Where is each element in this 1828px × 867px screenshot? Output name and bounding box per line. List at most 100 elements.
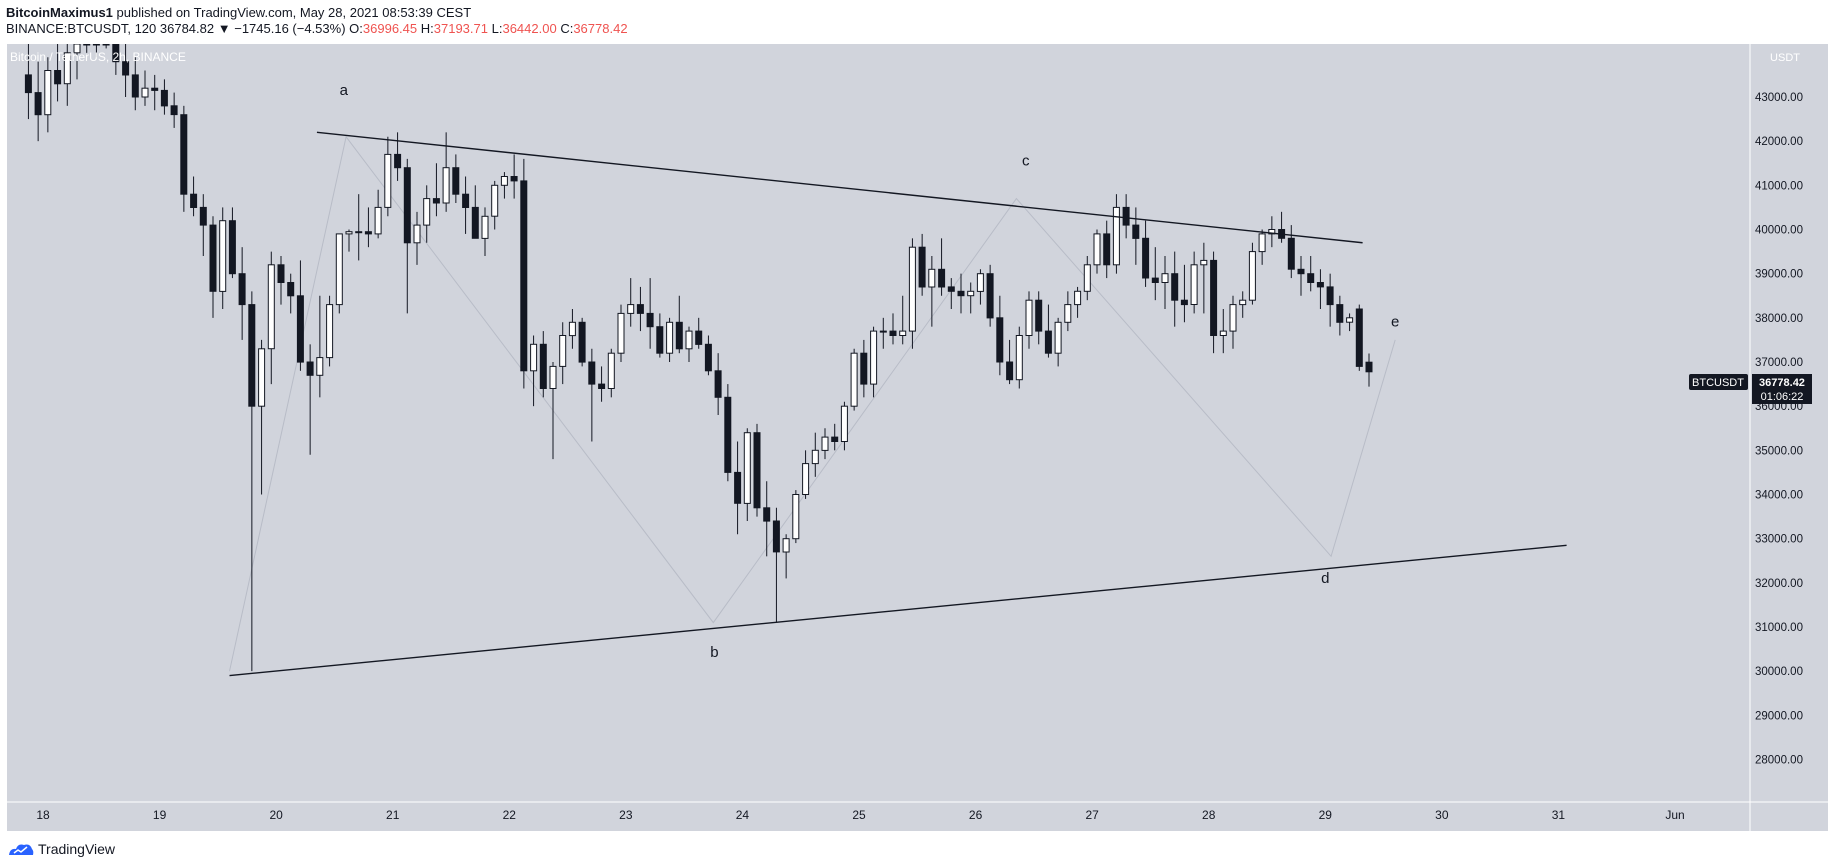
candle [1268,216,1276,248]
candle [578,317,586,367]
candle-body [287,282,295,297]
candle-body [860,352,868,385]
time-tick-label: 23 [619,808,633,822]
candle-body [1006,361,1014,381]
candle [170,92,178,128]
candle-body [675,321,683,350]
candle [1103,220,1111,279]
candle-body [326,304,334,359]
candle-body [646,312,654,328]
publisher-name[interactable]: BitcoinMaximus1 [6,5,113,20]
candle-body [92,43,100,46]
candle-body [559,335,567,367]
time-tick-label: 18 [36,808,50,822]
candle-body [1316,282,1324,288]
candle [423,185,431,243]
candle-body [1103,233,1111,266]
candle [1287,225,1295,279]
countdown-text: 01:06:22 [1761,391,1804,403]
candle-body [1307,273,1315,283]
candle [190,176,198,217]
candle-body [345,231,353,235]
candle-body [1083,264,1091,292]
candle [656,313,664,358]
candle [782,534,790,579]
candle [1190,251,1198,314]
candle-body [1210,259,1218,336]
candle [772,507,780,623]
candle [44,57,52,133]
candle [685,326,693,362]
candle-body [578,321,586,363]
candle-body [384,153,392,208]
price-chart[interactable]: a b c d e 28000.00 29000.00 30000.00 31000.00 32… [0,43,1828,831]
candle [481,207,489,256]
candle [598,366,606,402]
candle [306,344,314,455]
tradingview-logo-icon [9,844,34,855]
trendline-upper[interactable] [316,131,1363,244]
candle-body [1365,361,1373,373]
candle-body [34,92,42,116]
candle-body [481,215,489,239]
candle [432,163,440,217]
price-axis-background[interactable] [1750,44,1828,802]
ohlc-line: BINANCE:BTCUSDT, 120 36784.82 ▼ −1745.16… [6,21,628,37]
price-tick-label: 33000.00 [1755,534,1803,546]
candle-body [151,87,159,91]
candle-body [976,273,984,292]
candle-body [432,198,440,204]
candle [1336,295,1344,336]
candle [160,79,168,115]
candle [1316,269,1324,309]
candle-body [1200,259,1208,266]
candle [364,207,372,248]
candle-body [160,89,168,107]
candle-body [1161,273,1169,283]
candle-body [588,361,596,385]
candle-body [840,405,848,443]
candle [870,326,878,398]
candle-body [996,317,1004,363]
price-tick-label: 29000.00 [1755,710,1803,722]
low-label: L: [491,21,503,36]
candle-body [530,343,538,372]
candle-body [131,74,139,98]
candle-body [568,321,576,337]
candle-body [491,184,499,217]
symbol-badge-text: BTCUSDT [1692,377,1744,389]
candle [938,238,946,296]
chart-header: BitcoinMaximus1 published on TradingView… [0,0,1828,44]
candle [1132,207,1140,265]
wave-label-b: b [710,644,718,661]
time-tick-label: 30 [1435,808,1449,822]
candle-body [24,74,32,94]
last-price-badge [1752,374,1812,404]
candle [1346,313,1354,332]
candle [471,185,479,239]
candle-body [879,330,887,333]
candle [831,423,839,451]
candle-body [607,352,615,390]
candle [1122,194,1130,239]
candle [947,278,955,309]
candle [510,154,518,199]
trendline-lower[interactable] [229,544,1567,677]
candle [646,278,654,349]
legend-title: Bitcoin / TetherUS, 2h, BINANCE [10,50,186,64]
candle-body [1171,273,1179,301]
tradingview-brand[interactable]: TradingView [8,841,115,857]
candle-body [685,330,693,350]
candle-body [957,290,965,297]
candle-body [394,153,402,169]
candle-body [63,52,71,85]
candle-body [967,290,975,297]
candle-body [1219,330,1227,337]
candle [1006,339,1014,385]
candle-body [704,343,712,372]
time-axis-background[interactable] [7,802,1828,831]
candle-body [928,268,936,288]
candle [238,247,246,340]
chart-area[interactable]: a b c d e 28000.00 29000.00 30000.00 31000.00 32… [0,43,1828,831]
candle [403,158,411,314]
